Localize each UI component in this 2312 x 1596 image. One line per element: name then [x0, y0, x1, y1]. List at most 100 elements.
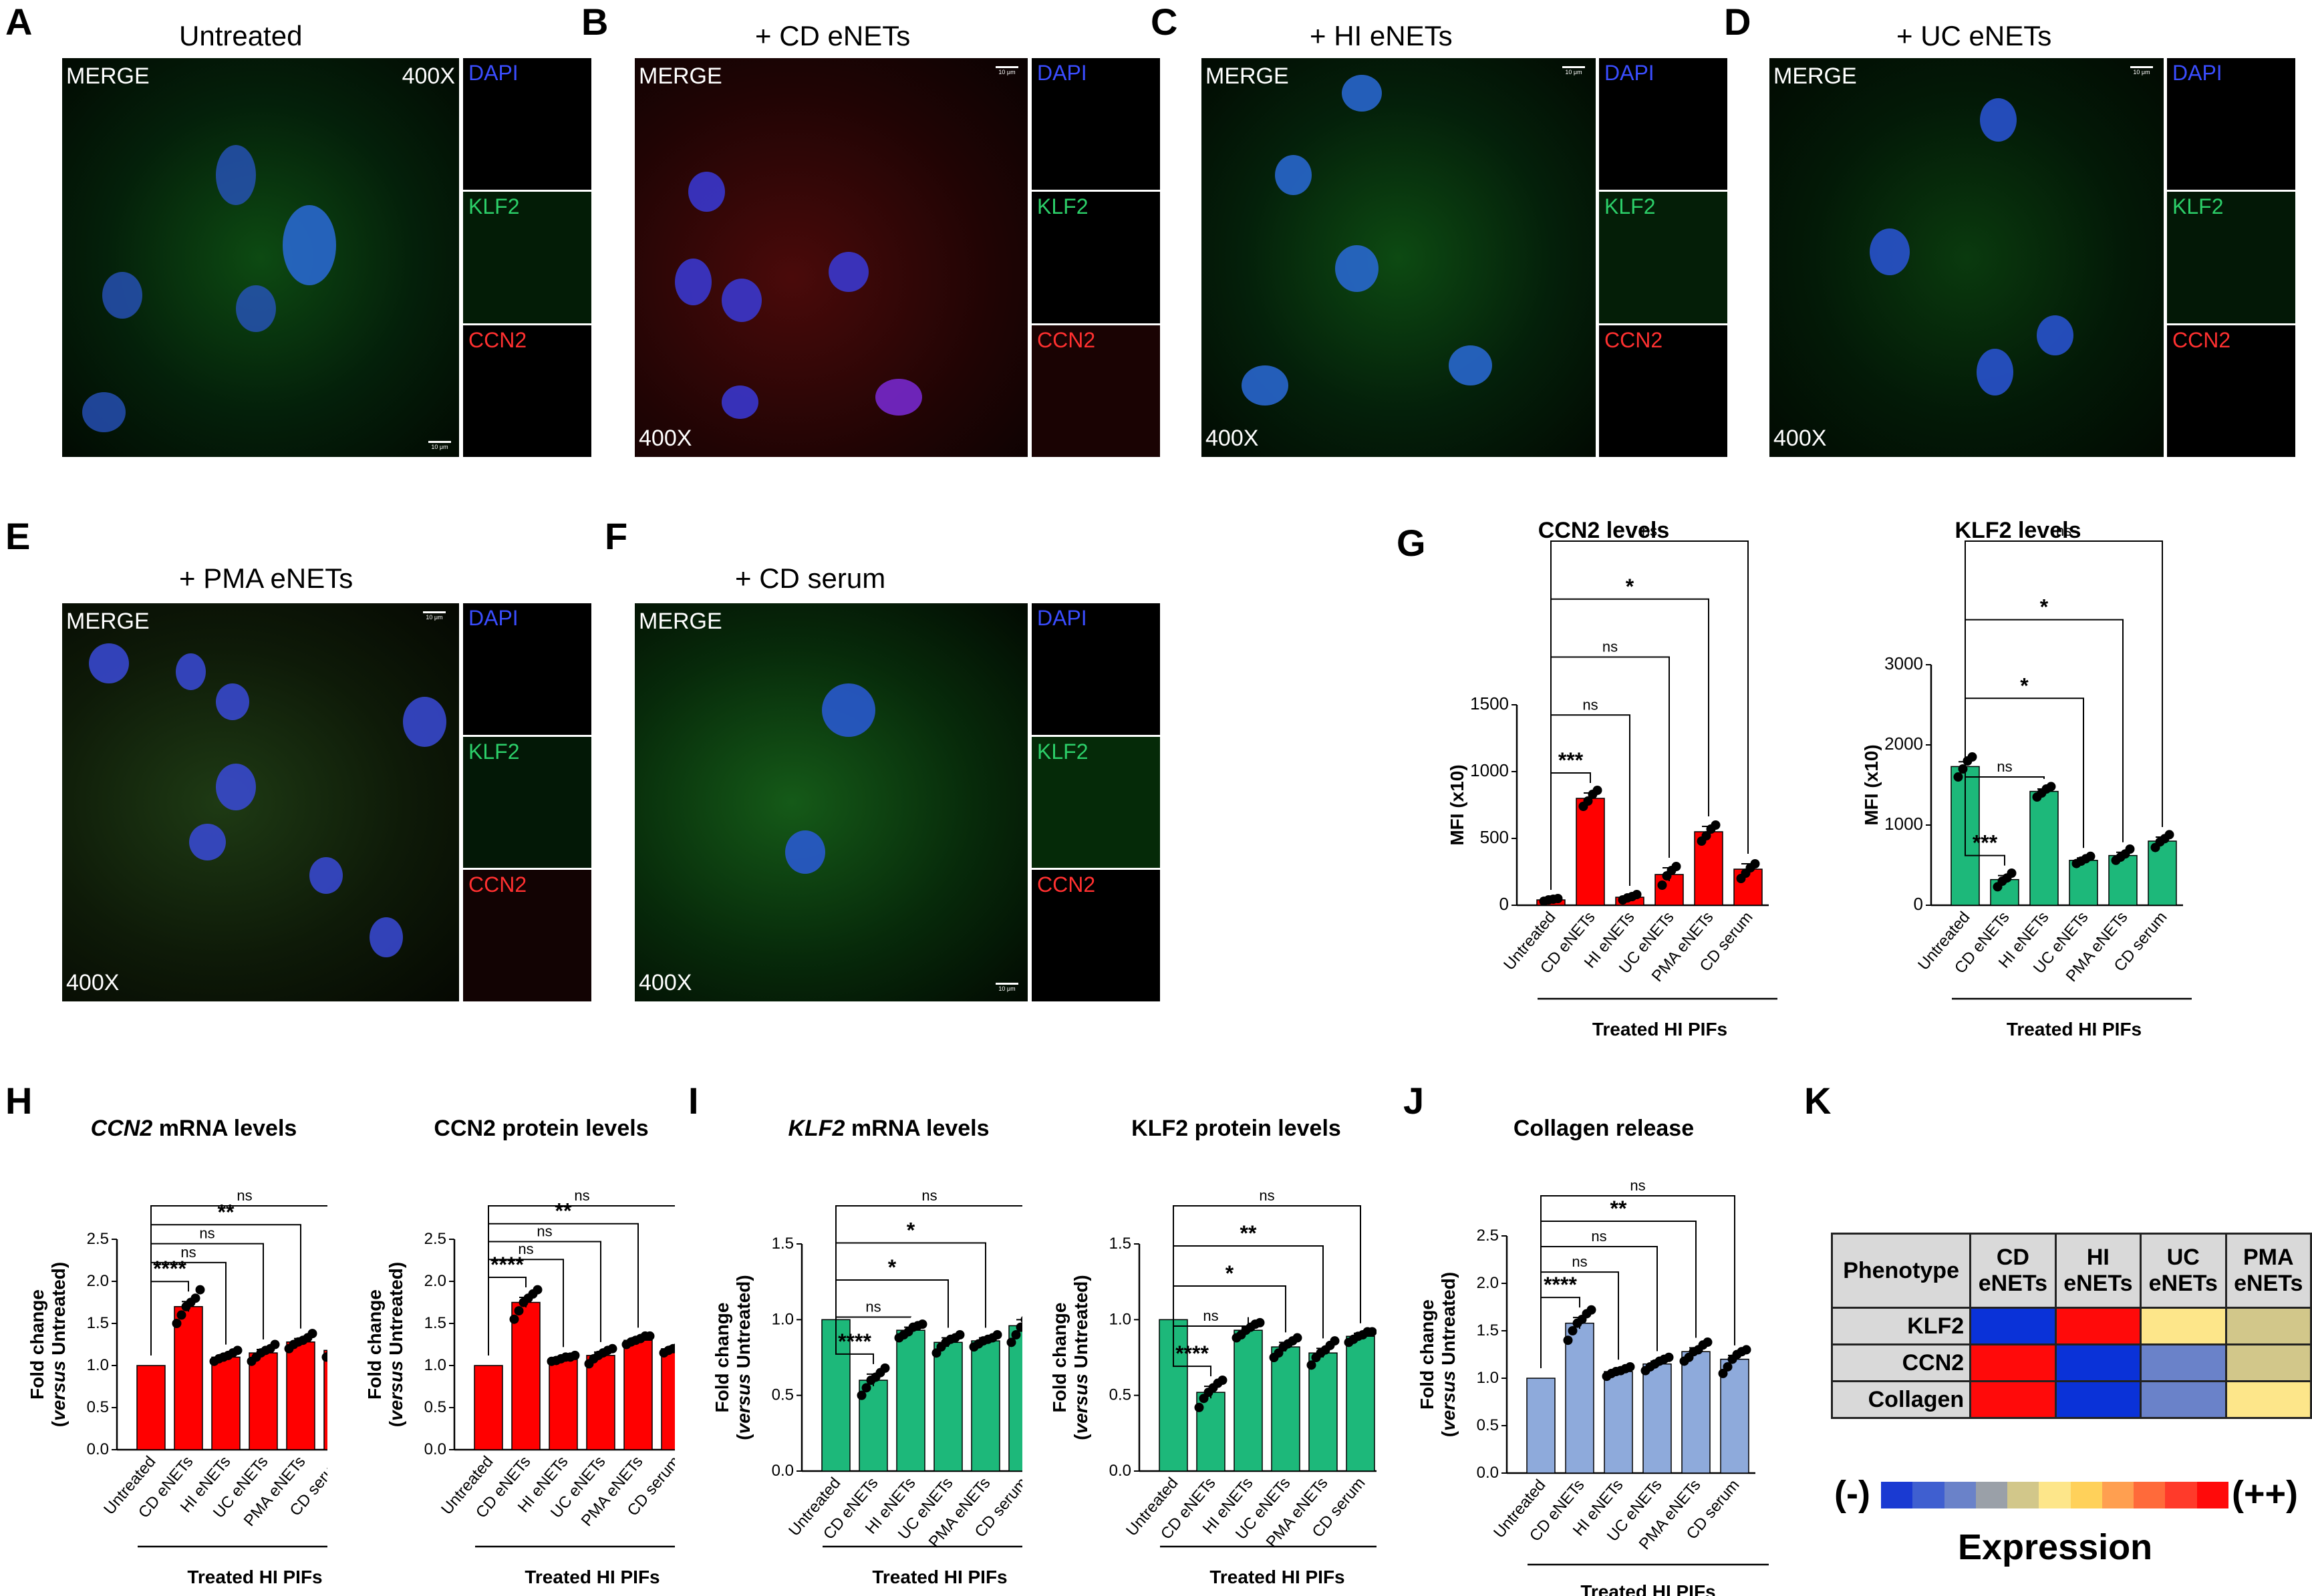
chart-title: CCN2 levels — [1538, 518, 1670, 543]
ylabel-part: versus — [1438, 1371, 1459, 1431]
nucleus — [189, 824, 226, 860]
panel-title: Untreated — [179, 20, 303, 51]
significance-label: ns — [1602, 639, 1618, 655]
y-tick-label: 1.0 — [87, 1356, 109, 1374]
y-tick-label: 1.5 — [1109, 1235, 1131, 1253]
data-point — [917, 1319, 927, 1329]
significance-label: ** — [555, 1199, 572, 1223]
data-point — [1367, 1327, 1377, 1337]
scale-title: Expression — [1958, 1527, 2153, 1567]
klf2-label: KLF2 — [1037, 740, 1089, 764]
data-point — [326, 1349, 327, 1356]
dapi-label: DAPI — [1604, 61, 1654, 85]
scale-swatch — [2102, 1482, 2134, 1508]
heatmap-cell — [1969, 1380, 2057, 1419]
significance-bracket — [488, 1205, 675, 1355]
klf2-channel: KLF2 — [463, 737, 591, 868]
nucleus — [1242, 365, 1288, 406]
significance-label: * — [2040, 595, 2049, 619]
chart-title: CCN2 protein levels — [434, 1116, 648, 1141]
nucleus — [82, 392, 126, 432]
data-point — [1967, 752, 1977, 762]
y-tick-label: 0.5 — [1477, 1416, 1499, 1434]
significance-label: *** — [1973, 831, 1998, 855]
dapi-channel: DAPI — [2167, 58, 2295, 190]
y-tick-label: 1.0 — [424, 1356, 446, 1374]
bar — [586, 1355, 615, 1450]
significance-label: ns — [574, 1187, 589, 1204]
y-axis-label: MFI (x10) — [1861, 744, 1882, 825]
dapi-label: DAPI — [1037, 61, 1087, 85]
significance-bracket — [1173, 1205, 1361, 1323]
klf2-channel: KLF2 — [2167, 192, 2295, 323]
scale-swatch — [1944, 1482, 1976, 1508]
data-point — [2007, 868, 2017, 878]
significance-label: **** — [838, 1329, 871, 1353]
dapi-label: DAPI — [1037, 606, 1087, 630]
data-point — [1586, 1305, 1596, 1315]
y-tick-label: 0.0 — [87, 1440, 109, 1458]
magnification-label: 400X — [1205, 426, 1259, 451]
dapi-channel: DAPI — [463, 603, 591, 735]
data-point — [1632, 890, 1642, 899]
data-point — [1016, 1322, 1022, 1332]
scale-swatch — [2196, 1482, 2228, 1508]
nucleus — [1275, 155, 1312, 195]
chart-title: KLF2 protein levels — [1131, 1116, 1341, 1141]
panel-letter: A — [5, 1, 33, 43]
heatmap-row: KLF2 — [1830, 1307, 2312, 1345]
scale-bar: 10 μm — [996, 983, 1018, 992]
data-point — [509, 1314, 519, 1324]
group-label: Treated HI PIFs — [1209, 1567, 1344, 1587]
bar — [1308, 1352, 1338, 1472]
merge-image: MERGE 400X 10 μm — [62, 58, 459, 457]
y-axis-label: (versus Untreated) — [48, 1262, 69, 1427]
data-point — [673, 1343, 675, 1351]
data-point — [1217, 1376, 1227, 1385]
ylabel-part: versus — [48, 1361, 69, 1421]
heatmap-cell — [2140, 1380, 2227, 1419]
ylabel-part: ( — [48, 1420, 69, 1427]
chart-ccn2-protein: CCN2 protein levels 0.0 0.5 1.0 1.5 2.0 2.5 Fol… — [364, 1116, 675, 1587]
panel-letter: H — [5, 1080, 33, 1122]
bar — [1576, 798, 1605, 906]
data-point — [1711, 820, 1721, 830]
nucleus — [688, 172, 725, 212]
dapi-label: DAPI — [468, 606, 519, 630]
scale-swatch — [2039, 1482, 2071, 1508]
y-tick-label: 0.5 — [424, 1398, 446, 1416]
scale-swatch — [2165, 1482, 2197, 1508]
bar — [323, 1349, 327, 1450]
ylabel-part: Untreated) — [1070, 1275, 1091, 1374]
scale-bar: 10 μm — [428, 441, 451, 450]
ylabel-part: ( — [733, 1434, 754, 1440]
group-label: Treated HI PIFs — [2007, 1019, 2142, 1040]
data-point — [1020, 1315, 1022, 1323]
nucleus — [216, 145, 256, 205]
dapi-channel: DAPI — [463, 58, 591, 190]
significance-label: ** — [1240, 1221, 1257, 1245]
data-point — [172, 1319, 182, 1328]
significance-label: ns — [1630, 1177, 1645, 1194]
heatmap-cell — [1969, 1343, 2057, 1382]
group-label: Treated HI PIFs — [525, 1567, 660, 1587]
ylabel-part: ( — [386, 1420, 406, 1427]
data-point — [955, 1330, 965, 1339]
title-rest: mRNA levels — [845, 1116, 989, 1141]
merge-image: MERGE 400X 10 μm — [635, 58, 1028, 457]
data-point — [1306, 1360, 1316, 1370]
data-point — [1194, 1402, 1204, 1412]
scale-bar: 10 μm — [1562, 66, 1585, 75]
panel-letter: C — [1151, 1, 1178, 43]
bar — [1720, 1358, 1749, 1474]
bar — [623, 1339, 653, 1450]
heatmap-cell — [2140, 1343, 2227, 1382]
y-tick-label: 2000 — [1884, 734, 1923, 754]
bar — [896, 1329, 925, 1472]
y-tick-label: 1000 — [1884, 814, 1923, 834]
ylabel-part: ( — [1070, 1434, 1091, 1440]
y-tick-label: 2.5 — [87, 1230, 109, 1248]
data-point — [533, 1285, 543, 1295]
column-line: CD — [1996, 1245, 2029, 1270]
